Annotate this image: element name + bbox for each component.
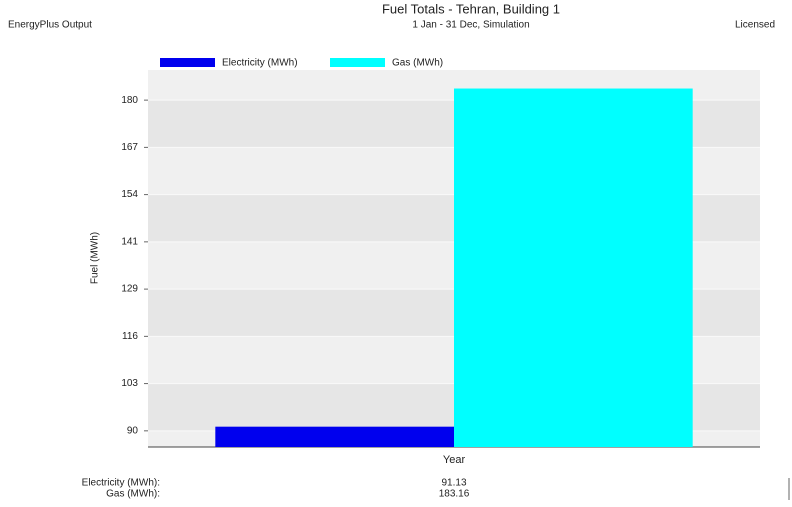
y-tick-label: 103 [121, 378, 138, 389]
header-right: Licensed [735, 20, 775, 31]
y-tick-label: 167 [121, 142, 138, 153]
footer-value: 91.13 [441, 478, 466, 489]
footer-value: 183.16 [439, 489, 470, 500]
chart-title: Fuel Totals - Tehran, Building 1 [382, 1, 560, 16]
chart-subtitle: 1 Jan - 31 Dec, Simulation [412, 20, 529, 31]
legend-label: Electricity (MWh) [222, 58, 298, 69]
y-tick-label: 141 [121, 236, 138, 247]
y-tick-label: 180 [121, 95, 138, 106]
header-left: EnergyPlus Output [8, 20, 92, 31]
legend-label: Gas (MWh) [392, 58, 443, 69]
bar [215, 426, 454, 447]
footer-label: Gas (MWh): [106, 489, 160, 500]
y-tick-label: 154 [121, 189, 138, 200]
y-tick-label: 90 [127, 425, 139, 436]
y-tick-label: 116 [122, 331, 138, 342]
legend-swatch [160, 58, 215, 67]
legend-swatch [330, 58, 385, 67]
y-tick-label: 129 [121, 284, 138, 295]
bar [454, 88, 693, 448]
y-axis-label: Fuel (MWh) [90, 232, 101, 284]
footer-label: Electricity (MWh): [82, 478, 160, 489]
x-tick-label: Year [443, 454, 466, 466]
